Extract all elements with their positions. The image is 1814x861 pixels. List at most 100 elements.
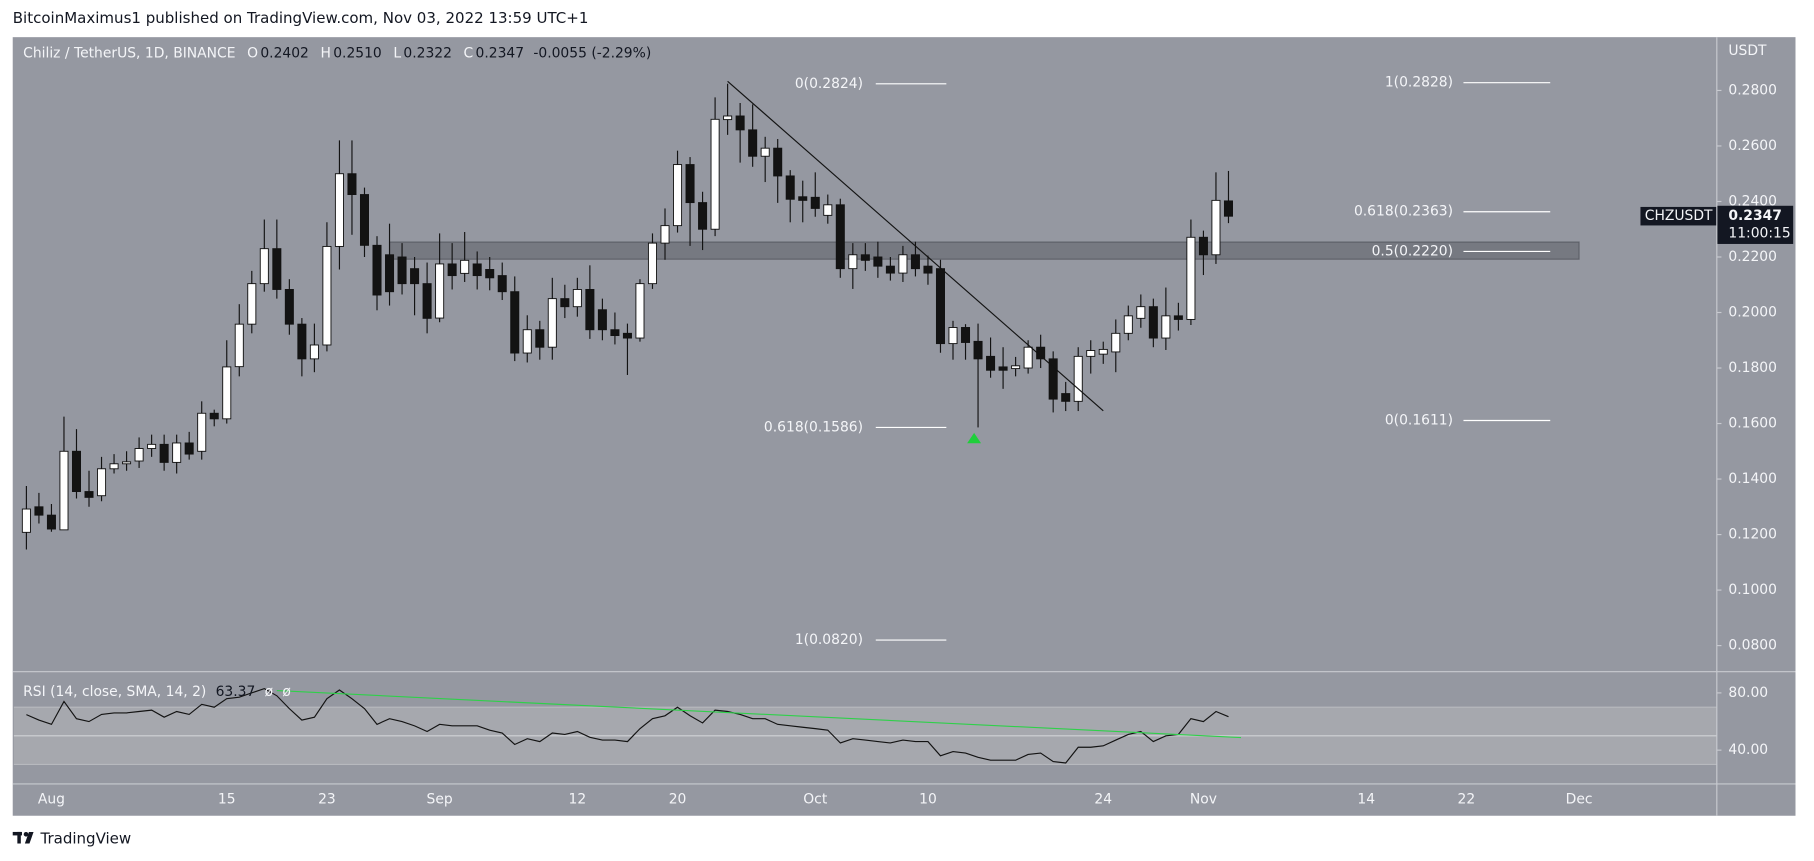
rsi-flag: ø: [282, 684, 291, 700]
candle-body: [710, 118, 720, 230]
candle-body: [885, 265, 895, 274]
candle-body: [46, 514, 56, 530]
candle-body: [309, 344, 319, 360]
candle-body: [810, 196, 820, 209]
fib-label: 0.5(0.2220): [1372, 243, 1453, 259]
fib-label: 0.618(0.2363): [1354, 204, 1453, 220]
rsi-flag: ø: [265, 684, 274, 700]
candle-body: [948, 327, 958, 345]
candle-body: [134, 448, 144, 462]
y-tick-label: 0.1600: [1728, 416, 1777, 432]
candle-body: [1073, 355, 1083, 402]
y-tick-label: 0.0800: [1728, 638, 1777, 654]
x-tick-label: 22: [1458, 792, 1476, 808]
candle-body: [497, 275, 507, 293]
candle-body: [385, 254, 395, 293]
rsi-value: 63.37: [216, 684, 256, 700]
candle-body: [397, 256, 407, 285]
x-tick-label: Sep: [427, 792, 453, 808]
y-tick-label: 0.2000: [1728, 305, 1777, 321]
fib-label: 1(0.0820): [795, 632, 863, 648]
rsi-y-tick-label: 80.00: [1728, 685, 1768, 701]
x-tick-label: Nov: [1190, 792, 1217, 808]
candle-body: [247, 283, 257, 325]
candle-body: [622, 332, 632, 339]
candle-body: [723, 115, 733, 121]
candle-body: [147, 443, 157, 449]
candle-body: [122, 461, 132, 465]
candle-body: [334, 173, 344, 247]
candle-body: [1173, 315, 1183, 320]
candle-body: [1186, 236, 1196, 320]
candle-body: [1211, 199, 1221, 256]
x-tick-label: 15: [218, 792, 236, 808]
symbol-tag-bg: [1640, 206, 1717, 226]
rsi-legend: RSI (14, close, SMA, 14, 2) 63.37 ø ø: [23, 684, 291, 700]
price-tag-bg: [1716, 205, 1794, 244]
candle-body: [798, 196, 808, 201]
rsi-trendline: [276, 690, 1242, 739]
trendline: [727, 80, 1104, 412]
x-tick-label: Aug: [38, 792, 65, 808]
x-tick-label: 24: [1094, 792, 1112, 808]
y-tick-label: 0.1000: [1728, 582, 1777, 598]
candle-body: [184, 442, 194, 455]
y-axis-label: USDT: [1728, 43, 1767, 59]
candle-body: [109, 463, 119, 470]
candle-body: [1011, 365, 1021, 370]
candle-body: [760, 147, 770, 157]
candle-body: [935, 268, 945, 345]
x-tick-label: Dec: [1566, 792, 1593, 808]
symbol-tag: CHZUSDT: [1645, 208, 1713, 224]
candle-body: [923, 265, 933, 274]
candle-body: [472, 263, 482, 277]
legend-field-value: 0.2402: [260, 45, 309, 61]
legend-field-label: C: [464, 45, 474, 61]
fib-label: 1(0.2828): [1385, 75, 1453, 91]
candle-body: [284, 289, 294, 325]
candle-body: [21, 508, 31, 533]
candle-body: [485, 269, 495, 279]
candle-body: [209, 412, 219, 420]
rsi-title: RSI (14, close, SMA, 14, 2): [23, 684, 206, 700]
candle-body: [259, 248, 269, 285]
candle-body: [197, 412, 207, 452]
candle-body: [597, 309, 607, 331]
candle-body: [222, 366, 232, 420]
candle-body: [673, 164, 683, 227]
rsi-line: [26, 687, 1229, 764]
rsi-y-tick-label: 40.00: [1728, 742, 1768, 758]
y-tick-label: 0.1400: [1728, 471, 1777, 487]
candle-body: [535, 329, 545, 348]
x-tick-label: 14: [1357, 792, 1375, 808]
candle-body: [873, 256, 883, 267]
candle-body: [410, 268, 420, 285]
candle-body: [1061, 393, 1071, 402]
candle-body: [372, 244, 382, 296]
y-tick-label: 0.1800: [1728, 360, 1777, 376]
candle-body: [835, 204, 845, 270]
fib-label: 0(0.1611): [1385, 412, 1453, 428]
candle-body: [97, 468, 107, 497]
candle-body: [1098, 348, 1108, 355]
candle-body: [347, 173, 357, 196]
candle-body: [647, 242, 657, 285]
x-tick-label: 10: [919, 792, 937, 808]
candle-body: [698, 202, 708, 230]
legend-field-value: 0.2322: [403, 45, 452, 61]
candle-body: [1136, 306, 1146, 319]
candle-body: [59, 450, 69, 531]
candle-body: [773, 147, 783, 177]
legend-symbol: Chiliz / TetherUS, 1D, BINANCE: [23, 45, 235, 61]
x-tick-label: 12: [569, 792, 587, 808]
candle-body: [172, 442, 182, 463]
candle-body: [1123, 315, 1133, 334]
candle-body: [848, 254, 858, 270]
x-tick-label: 20: [669, 792, 687, 808]
price-tag: 0.2347: [1728, 208, 1782, 224]
candle-body: [1023, 346, 1033, 369]
chart-background: [12, 37, 1796, 816]
candle-body: [272, 248, 282, 290]
brand-logo: [12, 831, 34, 844]
